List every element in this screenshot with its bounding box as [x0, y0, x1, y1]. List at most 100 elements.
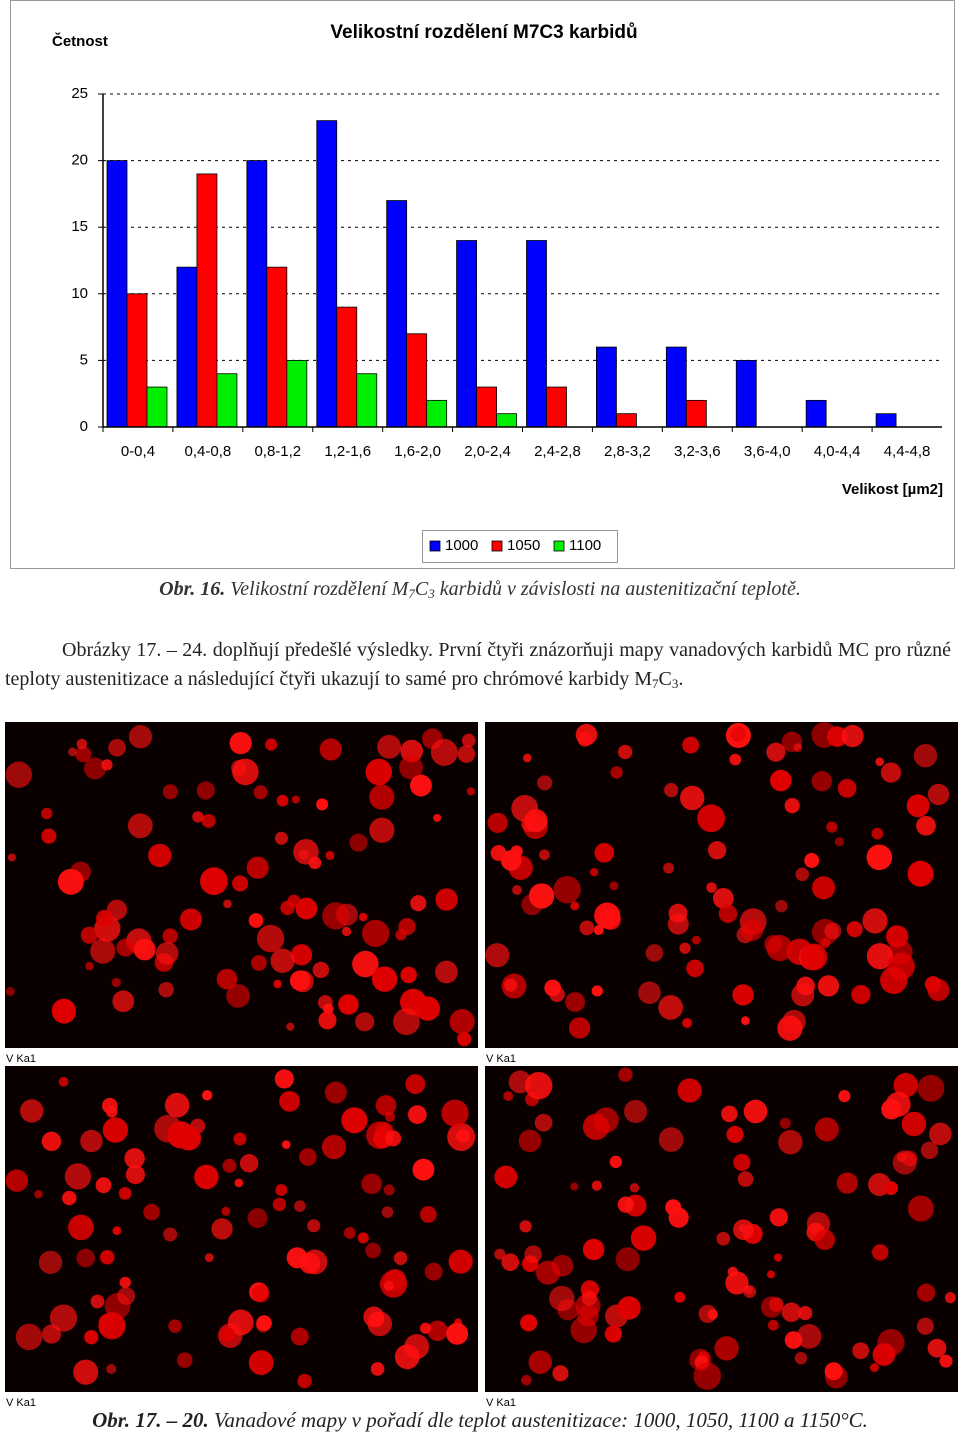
bar [665, 346, 687, 428]
map-spot [804, 853, 820, 868]
map-spot [693, 1362, 721, 1390]
map-spot [501, 1253, 520, 1272]
map-spot [862, 908, 888, 934]
y-tick-label: 20 [71, 152, 88, 169]
map-spot [927, 1338, 947, 1358]
map-spot [57, 868, 84, 895]
map-spot [375, 1095, 397, 1116]
map-spot [253, 785, 268, 800]
map-spot [297, 1373, 312, 1389]
paragraph-text: C [658, 668, 672, 690]
map-spot [177, 1352, 193, 1368]
map-spot [352, 950, 379, 978]
map-spot [176, 1125, 202, 1151]
map-spot [111, 977, 121, 988]
map-spot [251, 955, 267, 971]
map-spot [73, 1359, 99, 1385]
paragraph: Obrázky 17. – 24. doplňují předešlé výsl… [5, 636, 951, 694]
map-spot [697, 804, 725, 833]
map-spot [907, 860, 934, 887]
map-spot [576, 1304, 599, 1327]
map-spot [920, 1141, 939, 1160]
map-spot [102, 1117, 129, 1143]
map-spot [441, 1099, 469, 1127]
map-spot [419, 1322, 432, 1334]
map-spot [796, 976, 815, 996]
map-spot [512, 885, 522, 895]
map-spot [410, 994, 424, 1008]
map-spot [290, 944, 313, 966]
map-spot [201, 814, 216, 828]
map-spot [162, 928, 178, 944]
map-spot [733, 1153, 751, 1172]
map-spot [393, 1008, 420, 1036]
legend-label: 1000 [445, 537, 478, 554]
map-spot [299, 1252, 321, 1274]
map-spot [84, 757, 106, 780]
map-spot [407, 1105, 427, 1125]
map-spot [247, 1208, 268, 1229]
map-spot [817, 975, 840, 997]
map-spot [194, 1164, 219, 1190]
legend-frame [422, 530, 618, 563]
map-spot [49, 1304, 78, 1332]
map-spot [399, 755, 424, 780]
bar [286, 359, 308, 428]
map-spot [231, 759, 247, 776]
map-spot [811, 770, 833, 792]
map-spot [90, 938, 116, 964]
map-spot [7, 853, 16, 862]
map-spot [518, 1129, 542, 1153]
map-spot [419, 1206, 437, 1223]
bar [106, 160, 128, 428]
map-spot [630, 1225, 657, 1251]
map-spot [718, 904, 738, 923]
map-spot [41, 1131, 62, 1152]
bar [805, 399, 827, 428]
bar [616, 413, 637, 428]
chart-frame [10, 0, 955, 569]
map-spot [907, 1195, 934, 1222]
map-spot [729, 753, 742, 766]
bar [526, 240, 547, 428]
map-spot [41, 828, 57, 844]
map-spot [593, 925, 604, 936]
map-spot [725, 1271, 749, 1295]
map-spot [617, 1296, 641, 1320]
map-spot [291, 795, 300, 804]
map-label: V Ka1 [486, 1053, 516, 1065]
map-spot [781, 1302, 802, 1323]
caption: Obr. 16. Velikostní rozdělení M7C3 karbi… [0, 578, 960, 601]
map-spot [913, 743, 938, 768]
map-spot [769, 1208, 788, 1227]
paragraph-text: . [678, 668, 684, 690]
map-spot [162, 784, 178, 800]
map-spot [124, 1148, 145, 1169]
map-spot [90, 1294, 105, 1309]
subscript: 7 [652, 676, 659, 691]
map-spot [885, 1091, 911, 1117]
caption-text: karbidů v závislosti na austenitizační t… [434, 578, 801, 600]
bar [196, 173, 218, 428]
map-spot [143, 1203, 160, 1221]
map-spot [682, 1018, 693, 1028]
map-spot [784, 797, 800, 814]
map-spot [299, 1148, 317, 1166]
map-spot [116, 938, 135, 957]
map-spot [394, 1344, 420, 1370]
map-spot [62, 1190, 77, 1206]
map-spot [812, 876, 836, 900]
map-spot [85, 961, 94, 971]
map-spot [570, 901, 580, 911]
paragraph-text: Obrázky 17. – 24. doplňují předešlé výsl… [5, 639, 951, 690]
map-spot [906, 794, 930, 818]
map-spot [712, 887, 734, 909]
map-spot [841, 724, 864, 748]
map-spot [98, 1314, 115, 1330]
map-spot [365, 1242, 381, 1259]
bar [176, 266, 198, 428]
map-spot [446, 1322, 469, 1345]
map-spot [884, 1181, 899, 1196]
map-spot [658, 1127, 684, 1152]
map-spot [568, 1017, 591, 1039]
